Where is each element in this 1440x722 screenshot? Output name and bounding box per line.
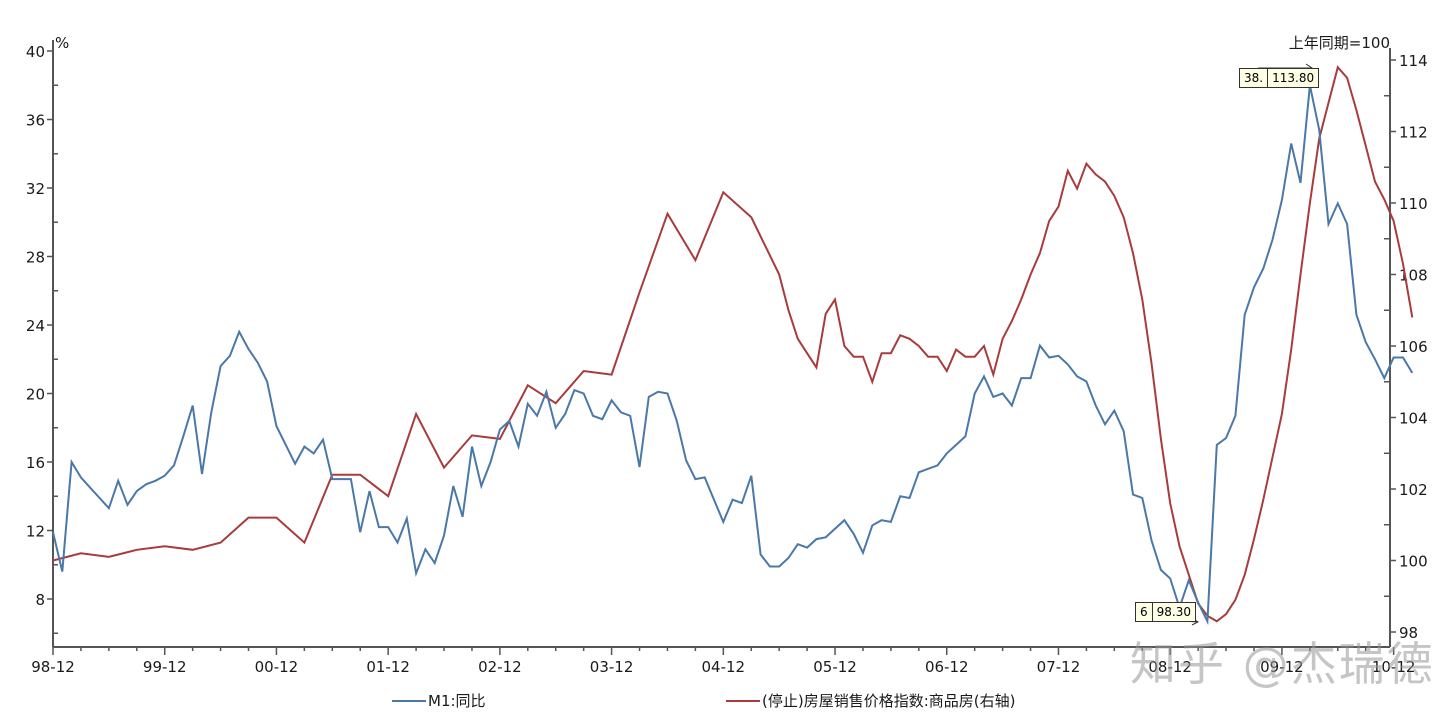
- max-right-value: 113.80: [1267, 69, 1318, 87]
- left-tick-label: 32: [26, 180, 45, 198]
- right-tick-label: 106: [1399, 338, 1428, 356]
- x-tick-label: 06-12: [925, 658, 969, 676]
- x-tick-label: 02-12: [478, 658, 522, 676]
- x-tick-label: 03-12: [590, 658, 634, 676]
- legend-item-m1: M1:同比: [392, 690, 486, 711]
- left-tick-label: 40: [26, 43, 45, 61]
- x-tick-label: 01-12: [366, 658, 410, 676]
- max-left-value: 38.: [1244, 71, 1264, 85]
- x-tick-label: 00-12: [255, 658, 299, 676]
- m1-yoy-line: [52, 85, 1414, 626]
- right-tick-label: 110: [1399, 195, 1428, 213]
- x-tick-label: 98-12: [31, 658, 75, 676]
- legend-item-price: (停止)房屋销售价格指数:商品房(右轴): [726, 690, 1015, 711]
- right-tick-label: 98: [1399, 624, 1418, 642]
- x-tick-label: 05-12: [813, 658, 857, 676]
- min-right-value: 98.30: [1151, 603, 1195, 621]
- price-swatch-icon: [726, 699, 760, 702]
- x-tick-label: 99-12: [143, 658, 187, 676]
- left-tick-label: 28: [26, 249, 45, 267]
- x-tick-label: 04-12: [702, 658, 746, 676]
- left-tick-label: 12: [26, 523, 45, 541]
- right-tick-label: 100: [1399, 553, 1428, 571]
- right-unit-label: 上年同期=100: [1289, 34, 1390, 52]
- max-value-annotation: 38. 113.80: [1239, 68, 1320, 88]
- m1-swatch-icon: [392, 699, 426, 702]
- left-tick-label: 16: [26, 454, 45, 472]
- legend-label-price: (停止)房屋销售价格指数:商品房(右轴): [762, 692, 1016, 710]
- left-tick-label: 8: [35, 591, 45, 609]
- left-tick-label: 20: [26, 386, 45, 404]
- x-tick-label: 08-12: [1148, 658, 1192, 676]
- left-y-axis: 8 12 16 20 24 28 32 36 40: [26, 40, 58, 647]
- left-tick-label: 36: [26, 112, 45, 130]
- right-tick-label: 102: [1399, 481, 1428, 499]
- right-tick-label: 114: [1399, 52, 1428, 70]
- legend-label-m1: M1:同比: [428, 692, 486, 710]
- x-tick-label: 07-12: [1037, 658, 1081, 676]
- min-left-value: 6: [1140, 605, 1148, 619]
- right-tick-label: 112: [1399, 124, 1428, 142]
- watermark: 知乎 @杰瑞德: [1130, 637, 1435, 691]
- right-tick-label: 104: [1399, 410, 1428, 428]
- min-value-annotation: 6 98.30: [1135, 602, 1196, 622]
- left-unit-label: %: [55, 34, 69, 52]
- x-tick-label: 10-12: [1372, 658, 1416, 676]
- price-index-line: [52, 65, 1414, 623]
- left-tick-label: 24: [26, 317, 45, 335]
- x-axis: 98-12 99-12 00-12 01-12 02-12 03-12 04-12 05-12…: [31, 646, 1416, 676]
- x-tick-label: 09-12: [1260, 658, 1304, 676]
